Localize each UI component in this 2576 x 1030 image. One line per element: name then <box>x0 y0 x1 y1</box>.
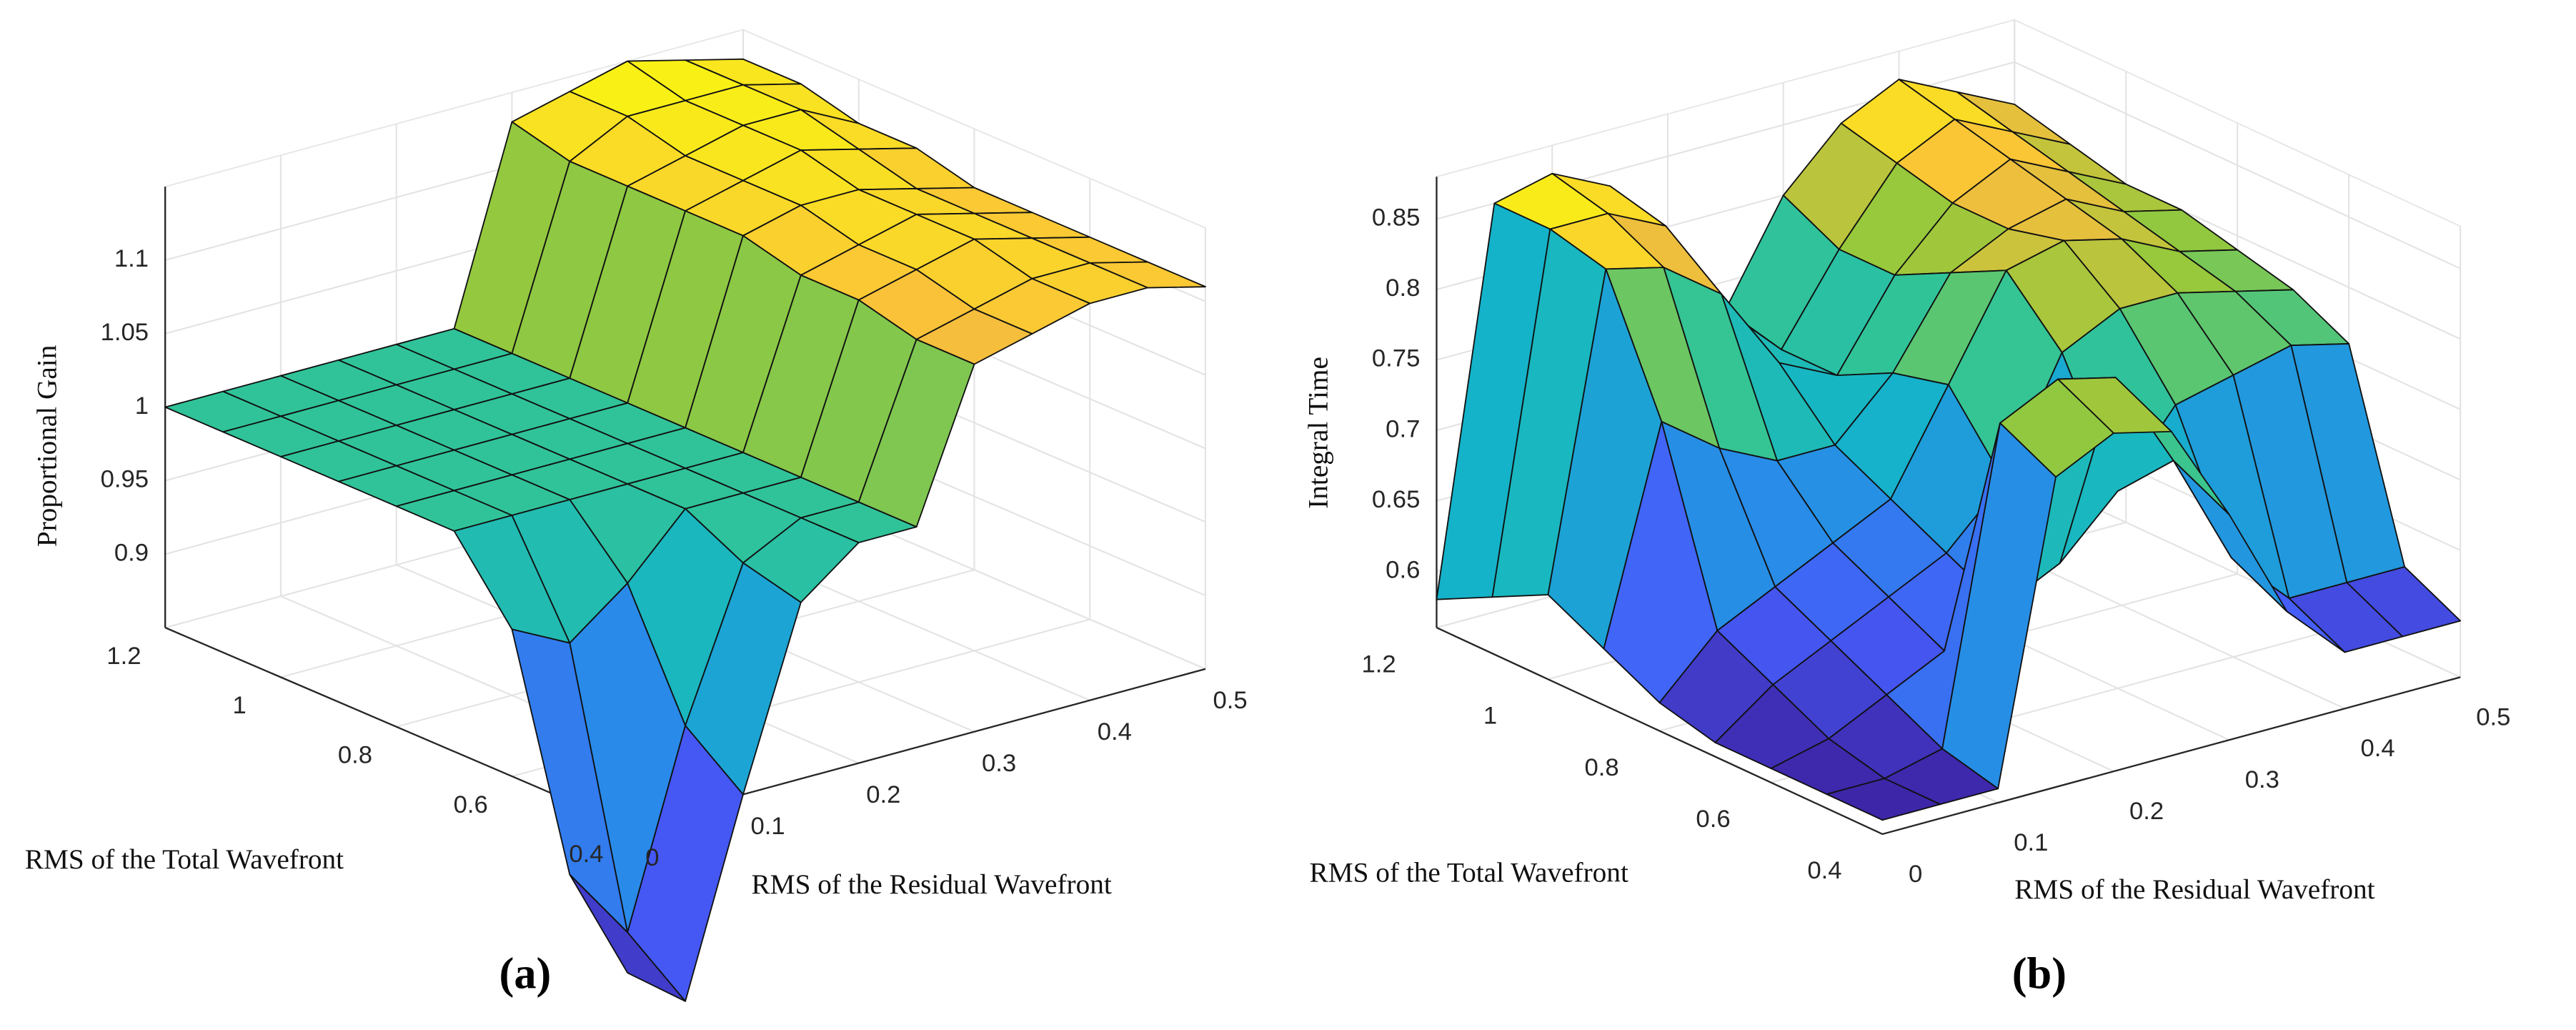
y-tick-label: 0.4 <box>569 841 603 868</box>
z-tick-label: 0.8 <box>1386 274 1420 302</box>
x-tick-label: 0.1 <box>751 813 785 840</box>
z-tick-label: 1 <box>135 392 149 420</box>
z-tick-label: 1.1 <box>114 245 149 272</box>
x-axis-label: RMS of the Residual Wavefront <box>2014 874 2374 905</box>
x-tick-label: 0.3 <box>982 750 1016 777</box>
x-tick-label: 0.2 <box>866 781 900 808</box>
caption: (b) <box>2012 949 2067 998</box>
y-tick-label: 1.2 <box>1361 650 1396 678</box>
surface-face <box>1826 778 1941 821</box>
grid-line <box>1436 61 2461 269</box>
y-tick-label: 0.6 <box>454 791 488 818</box>
axis-line <box>1436 627 2461 836</box>
z-tick-label: 0.65 <box>1372 486 1420 513</box>
x-tick-label: 0.2 <box>2129 798 2164 825</box>
y-tick-label: 1.2 <box>106 643 141 670</box>
y-tick-label: 0.8 <box>1584 754 1618 781</box>
x-tick-label: 0.3 <box>2245 766 2279 793</box>
x-tick-label: 0.5 <box>1213 687 1248 714</box>
x-tick-label: 0.1 <box>2014 829 2048 856</box>
x-tick-label: 0.4 <box>2361 735 2395 762</box>
z-tick-label: 0.6 <box>1386 556 1420 583</box>
x-axis-label: RMS of the Residual Wavefront <box>751 869 1111 900</box>
z-tick-label: 0.7 <box>1386 415 1420 442</box>
x-tick-label: 0.4 <box>1098 718 1132 746</box>
y-tick-label: 0.6 <box>1696 806 1730 833</box>
z-tick-label: 0.95 <box>101 466 149 493</box>
x-tick-label: 0.5 <box>2476 703 2510 731</box>
y-tick-label: 0.8 <box>338 741 372 768</box>
surface-face <box>569 873 686 1002</box>
y-tick-label: 0.4 <box>1807 857 1841 884</box>
z-tick-label: 0.85 <box>1372 204 1420 232</box>
z-tick-label: 0.75 <box>1372 345 1420 372</box>
x-tick-label: 0 <box>1909 861 1922 888</box>
y-tick-label: 1 <box>1483 703 1497 730</box>
y-axis-label: RMS of the Total Wavefront <box>25 844 344 875</box>
caption: (a) <box>499 949 552 998</box>
y-axis-label: RMS of the Total Wavefront <box>1310 858 1628 888</box>
z-axis-label: Proportional Gain <box>31 345 62 547</box>
z-tick-label: 0.9 <box>114 539 149 566</box>
x-tick-label: 0 <box>645 844 659 871</box>
z-axis-label: Integral Time <box>1303 357 1334 509</box>
y-tick-label: 1 <box>233 692 247 719</box>
z-tick-label: 1.05 <box>101 319 149 346</box>
